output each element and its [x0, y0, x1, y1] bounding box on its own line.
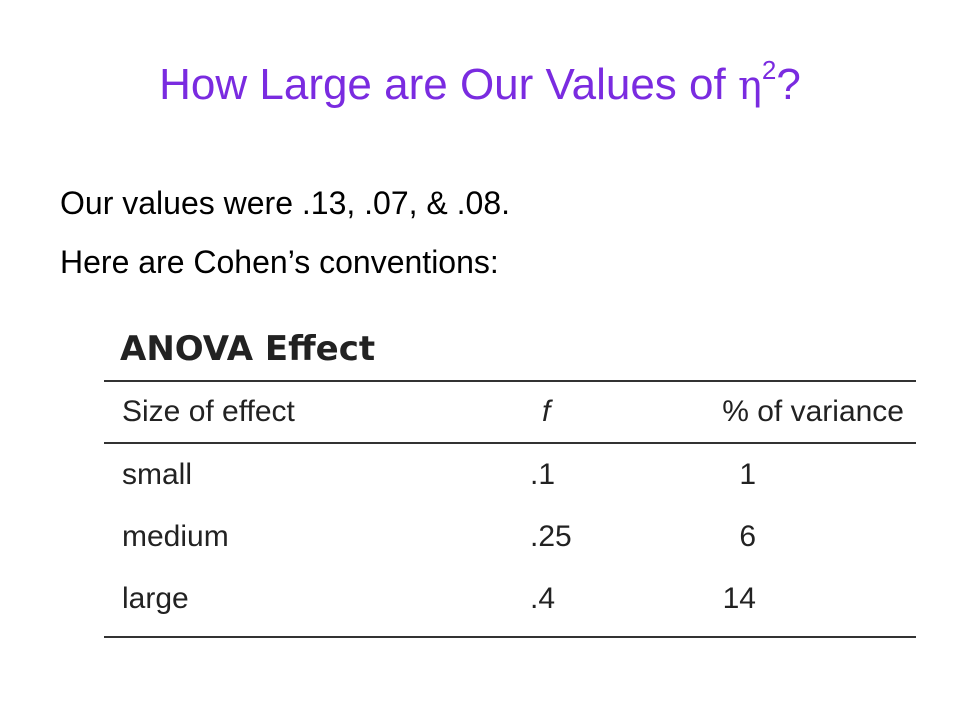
table-row: medium .25 6 [104, 506, 916, 568]
cell-f: .4 [530, 582, 556, 615]
values-text: Our values were .13, .07, & .08. [60, 185, 511, 221]
cell-variance: 1 [739, 458, 756, 491]
table-header-rule [104, 442, 916, 444]
header-f: f [542, 395, 551, 428]
table-title: ANOVA Effect [120, 329, 376, 369]
header-size-of-effect: Size of effect [122, 395, 295, 428]
title-text: How Large are Our Values of [159, 60, 738, 109]
table-bottom-rule [104, 636, 916, 638]
cell-variance: 6 [739, 520, 756, 553]
cell-f: .25 [530, 520, 572, 553]
cell-size: medium [122, 520, 229, 553]
cell-size: small [122, 458, 193, 491]
eta-symbol: η [737, 63, 762, 109]
title-superscript: 2 [761, 55, 777, 86]
anova-effect-table: ANOVA Effect Size of effect f % of varia… [104, 318, 916, 638]
table-header-row: Size of effect f % of variance [104, 382, 916, 442]
table-top-rule [104, 380, 916, 382]
cell-variance: 14 [722, 582, 756, 615]
title-suffix: ? [776, 60, 801, 109]
conventions-text: Here are Cohen’s conventions: [60, 244, 499, 280]
table-row: small .1 1 [104, 444, 916, 506]
slide-title: How Large are Our Values of η2? [0, 57, 960, 111]
cell-size: large [122, 582, 189, 615]
table-row: large .4 14 [104, 568, 916, 630]
cell-f: .1 [530, 458, 556, 491]
header-percent-variance: % of variance [722, 395, 904, 428]
